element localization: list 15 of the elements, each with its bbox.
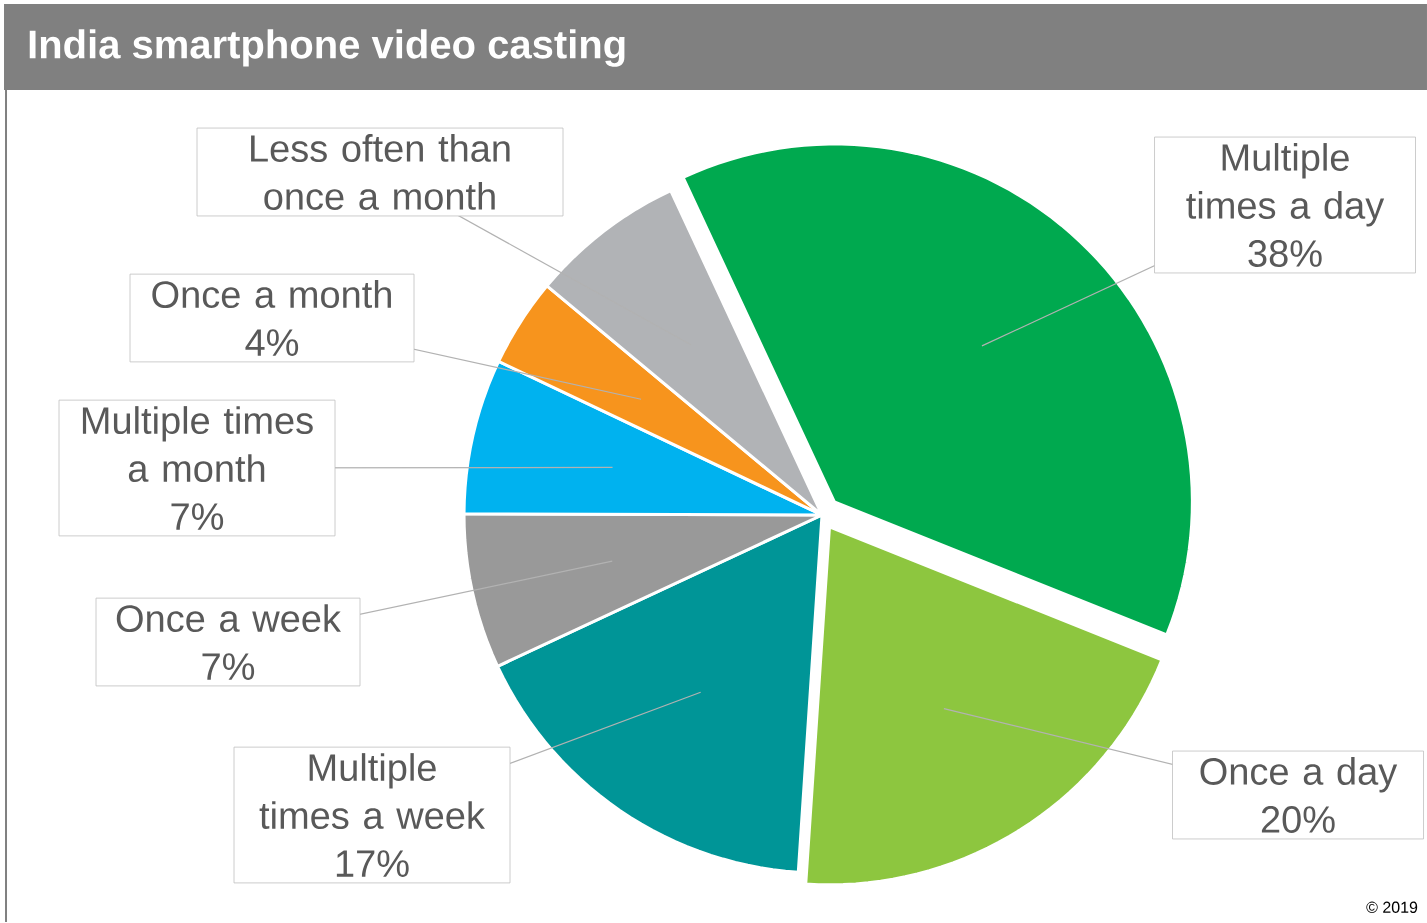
slice-label: Once a month (152, 280, 391, 309)
data-label: 7% (202, 653, 255, 680)
data-label: 17% (336, 850, 409, 877)
slice-label: Multiple times a day (1186, 143, 1385, 227)
chart-title: India smartphone video casting (29, 29, 625, 67)
data-label: 7% (171, 503, 224, 530)
text: © 2019 (1366, 901, 1418, 913)
slice-label: Multiple times a month (82, 406, 313, 483)
slice-label: Once a day (1200, 757, 1398, 793)
data-label: 4% (245, 329, 299, 356)
slice-label: Multiple times a week (259, 753, 485, 830)
slice-label: Once a week (116, 604, 341, 633)
data-label: 38% (1248, 240, 1322, 267)
slice-label: Less often than once a month (251, 134, 510, 210)
data-label: 20% (1261, 806, 1335, 833)
